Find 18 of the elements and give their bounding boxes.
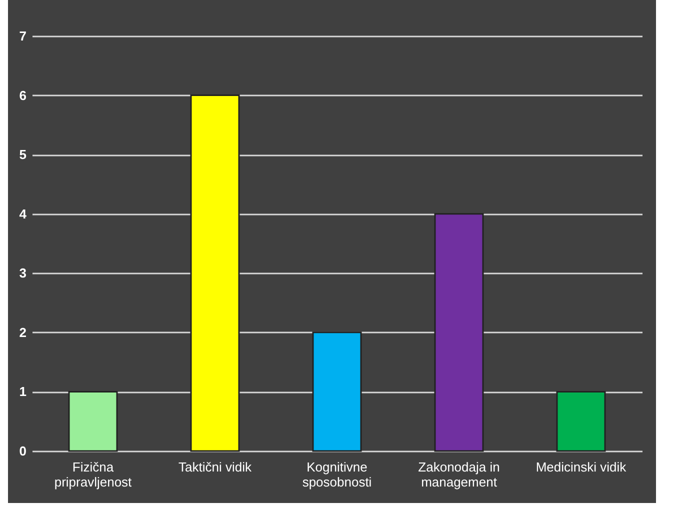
x-tick-label: Medicinski vidik <box>536 460 627 474</box>
y-tick-label: 6 <box>19 88 26 103</box>
y-tick-label: 4 <box>19 206 28 222</box>
bar <box>556 390 606 452</box>
x-tick-label: Fizična pripravljenost <box>54 460 132 490</box>
x-tick-label: Taktični vidik <box>178 460 252 474</box>
bar <box>190 94 240 452</box>
bar <box>434 213 484 452</box>
x-tick-label: Kognitivne sposobnosti <box>302 460 372 490</box>
y-tick-label: 7 <box>19 28 26 44</box>
y-tick-label: 1 <box>19 384 26 400</box>
y-tick-label: 3 <box>19 266 26 281</box>
x-tick-label: Zakonodaja in management <box>418 460 500 490</box>
bar <box>68 390 118 452</box>
y-tick-label: 2 <box>19 324 26 340</box>
bar <box>312 332 362 452</box>
y-tick-label: 5 <box>19 147 26 162</box>
y-tick-label: 0 <box>19 444 26 458</box>
